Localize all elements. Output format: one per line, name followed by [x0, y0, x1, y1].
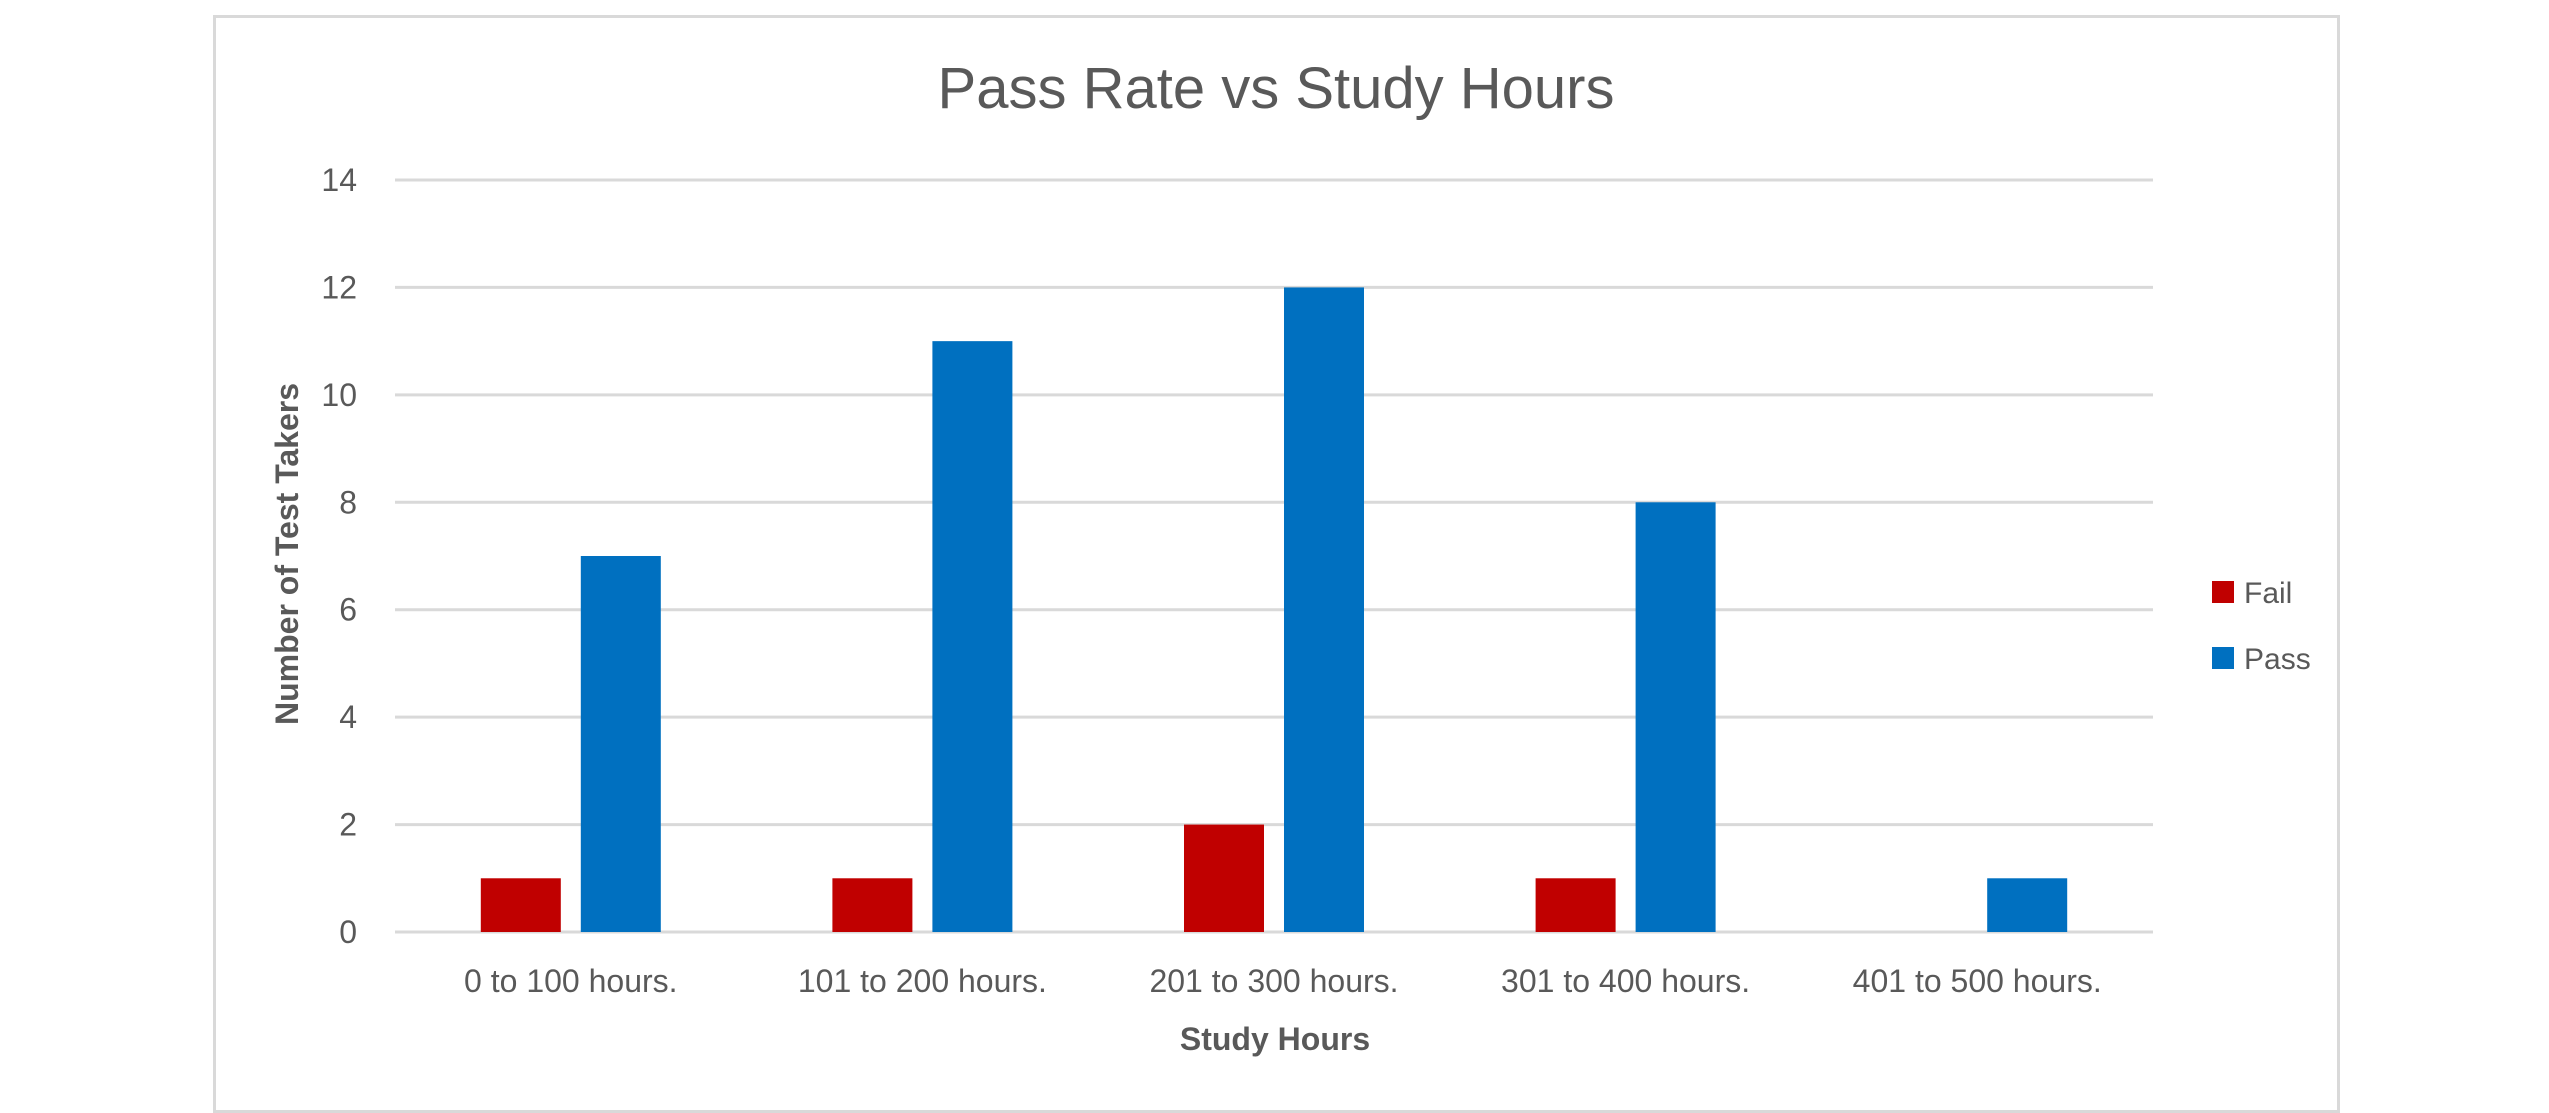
- bar-fail-3: [1535, 878, 1616, 932]
- chart-title: Pass Rate vs Study Hours: [938, 56, 1615, 121]
- y-tick-label: 10: [321, 377, 357, 413]
- y-axis-label: Number of Test Takers: [269, 383, 305, 725]
- bar-pass-3: [1635, 502, 1716, 932]
- legend-label-fail: Fail: [2244, 577, 2292, 610]
- bar-pass-1: [932, 341, 1013, 933]
- y-tick-label: 6: [339, 592, 357, 628]
- legend: Fail Pass: [2212, 577, 2311, 676]
- legend-label-pass: Pass: [2244, 643, 2311, 676]
- bars: [480, 287, 2068, 933]
- x-tick-label: 201 to 300 hours.: [1149, 963, 1398, 999]
- x-tick-label: 0 to 100 hours.: [464, 963, 677, 999]
- y-axis-ticks: 0 2 4 6 8 10 12 14: [321, 162, 357, 950]
- legend-swatch-fail: [2212, 581, 2234, 603]
- x-axis-label: Study Hours: [1180, 1021, 1370, 1057]
- bar-fail-0: [480, 878, 561, 932]
- x-tick-label: 301 to 400 hours.: [1501, 963, 1750, 999]
- x-tick-label: 101 to 200 hours.: [798, 963, 1047, 999]
- y-tick-label: 2: [339, 807, 357, 843]
- legend-swatch-pass: [2212, 647, 2234, 669]
- bar-pass-0: [580, 556, 661, 932]
- y-tick-label: 0: [339, 914, 357, 950]
- chart-frame: [213, 15, 2340, 1113]
- y-tick-label: 12: [321, 269, 357, 305]
- y-tick-label: 14: [321, 162, 357, 198]
- y-tick-label: 8: [339, 484, 357, 520]
- x-axis-ticks: 0 to 100 hours. 101 to 200 hours. 201 to 3…: [464, 963, 2102, 999]
- bar-fail-1: [832, 878, 913, 932]
- x-tick-label: 401 to 500 hours.: [1853, 963, 2102, 999]
- gridlines: [395, 178, 2153, 934]
- bar-pass-4: [1987, 878, 2068, 932]
- y-tick-label: 4: [339, 699, 357, 735]
- bar-pass-2: [1284, 287, 1364, 932]
- bar-fail-2: [1184, 824, 1264, 932]
